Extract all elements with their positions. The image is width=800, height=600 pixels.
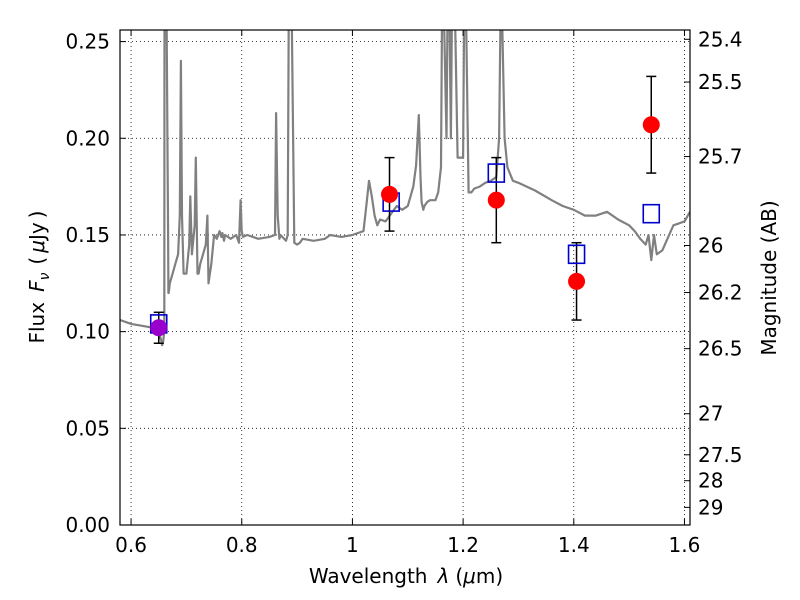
magnitude-tick-label: 27.5 bbox=[698, 443, 743, 467]
y-axis-unit-rest: Jy bbox=[25, 222, 49, 242]
y-axis-subscript: ν bbox=[37, 272, 53, 280]
magnitude-tick-label: 29 bbox=[698, 495, 723, 519]
y-tick-label: 0.15 bbox=[65, 223, 110, 247]
magnitude-tick-label: 25.4 bbox=[698, 27, 743, 51]
x-axis-unit-rest: m) bbox=[476, 564, 503, 588]
y-axis-unit-mu: μ bbox=[25, 240, 49, 254]
y-axis-unit-open: ( bbox=[25, 257, 49, 265]
y-axis-unit-close: ) bbox=[25, 210, 49, 218]
axis-ticks: 0.6 0.8 1 1.2 1.4 1.6 0.00 0.05 0.10 0.15 0.20 0.25… bbox=[65, 27, 742, 557]
magnitude-tick-label: 26.5 bbox=[698, 337, 743, 361]
model-point bbox=[642, 203, 661, 224]
x-axis-unit-mu: μ bbox=[462, 564, 476, 588]
model-point bbox=[487, 163, 506, 183]
y-tick-label: 0.25 bbox=[65, 30, 110, 54]
magnitude-tick-label: 28 bbox=[698, 469, 723, 493]
magnitude-tick-label: 25.5 bbox=[698, 70, 743, 94]
grid bbox=[120, 30, 690, 525]
y-axis-label-text: Flux bbox=[25, 302, 49, 344]
y-axis-title: Flux Fν ( μJy) bbox=[25, 210, 53, 343]
observed-point bbox=[150, 319, 168, 337]
magnitude-tick-label: 26.2 bbox=[698, 281, 743, 305]
x-tick-label: 1.6 bbox=[669, 533, 701, 557]
x-tick-label: 1.2 bbox=[447, 533, 479, 557]
observed-point bbox=[568, 272, 586, 290]
magnitude-tick-label: 26 bbox=[698, 234, 723, 258]
magnitude-tick-label: 25.7 bbox=[698, 145, 743, 169]
plot-frame bbox=[119, 29, 691, 526]
model-point bbox=[567, 244, 586, 265]
x-axis-symbol: λ bbox=[436, 564, 449, 588]
x-tick-label: 0.6 bbox=[115, 533, 147, 557]
y-tick-label: 0.20 bbox=[65, 126, 110, 150]
x-tick-label: 1 bbox=[346, 533, 359, 557]
observed-point bbox=[487, 191, 505, 209]
spectrum-line bbox=[120, 30, 690, 347]
x-axis-title: Wavelength λ (μm) bbox=[309, 564, 503, 588]
y-tick-label: 0.05 bbox=[65, 416, 110, 440]
observed-point bbox=[642, 116, 660, 134]
x-tick-label: 1.4 bbox=[558, 533, 590, 557]
magnitude-tick-label: 27 bbox=[698, 402, 723, 426]
data-points bbox=[149, 75, 661, 344]
x-axis-label-text: Wavelength bbox=[309, 564, 428, 588]
observed-point bbox=[381, 185, 399, 203]
y-axis-symbol: F bbox=[25, 280, 49, 292]
magnitude-axis-title: Magnitude (AB) bbox=[757, 200, 781, 355]
x-tick-label: 0.8 bbox=[226, 533, 258, 557]
y-tick-label: 0.00 bbox=[65, 513, 110, 537]
y-tick-label: 0.10 bbox=[65, 320, 110, 344]
x-axis-unit-open: ( bbox=[455, 564, 463, 588]
